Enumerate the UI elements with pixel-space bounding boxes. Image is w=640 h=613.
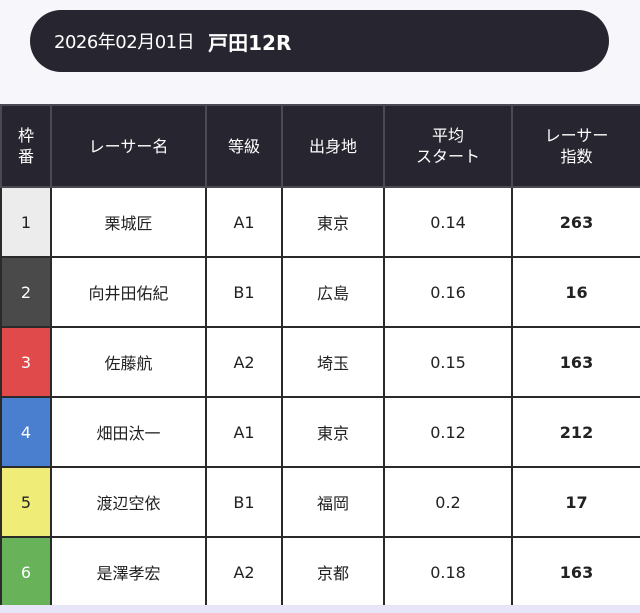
frame-number: 5 bbox=[0, 466, 52, 538]
racer-index: 17 bbox=[511, 466, 640, 538]
racer-index: 212 bbox=[511, 396, 640, 468]
origin: 東京 bbox=[281, 396, 385, 468]
origin: 福岡 bbox=[281, 466, 385, 538]
race-venue: 戸田12R bbox=[208, 30, 292, 55]
racer-name: 畑田汰一 bbox=[50, 396, 207, 468]
header-grade: 等級 bbox=[205, 104, 283, 188]
grade: A1 bbox=[205, 396, 283, 468]
origin: 広島 bbox=[281, 256, 385, 328]
avg-start: 0.14 bbox=[383, 186, 513, 258]
table-header-row: 枠 番レーサー名 等級 出身地 平均 スタート レーサー 指数 bbox=[0, 104, 640, 188]
header-racer-name: レーサー名 bbox=[50, 104, 207, 188]
avg-start: 0.12 bbox=[383, 396, 513, 468]
avg-start: 0.2 bbox=[383, 466, 513, 538]
avg-start: 0.15 bbox=[383, 326, 513, 398]
grade: A2 bbox=[205, 536, 283, 608]
origin: 埼玉 bbox=[281, 326, 385, 398]
table-row: 4 畑田汰一 A1 東京 0.12 212 bbox=[0, 396, 640, 468]
frame-number: 6 bbox=[0, 536, 52, 608]
avg-start: 0.16 bbox=[383, 256, 513, 328]
racer-index: 16 bbox=[511, 256, 640, 328]
racer-index: 263 bbox=[511, 186, 640, 258]
racer-name: 向井田佑紀 bbox=[50, 256, 207, 328]
header-racer-index: レーサー 指数 bbox=[511, 104, 640, 188]
race-header: 2026年02月01日 戸田12R bbox=[30, 10, 609, 72]
avg-start: 0.18 bbox=[383, 536, 513, 608]
grade: B1 bbox=[205, 256, 283, 328]
header-avg-start: 平均 スタート bbox=[383, 104, 513, 188]
table-row: 1 栗城匠 A1 東京 0.14 263 bbox=[0, 186, 640, 258]
header-origin: 出身地 bbox=[281, 104, 385, 188]
origin: 東京 bbox=[281, 186, 385, 258]
table-row: 2 向井田佑紀 B1 広島 0.16 16 bbox=[0, 256, 640, 328]
table-row: 6 是澤孝宏 A2 京都 0.18 163 bbox=[0, 536, 640, 608]
table-row: 5 渡辺空依 B1 福岡 0.2 17 bbox=[0, 466, 640, 538]
origin: 京都 bbox=[281, 536, 385, 608]
racer-name: 栗城匠 bbox=[50, 186, 207, 258]
frame-number: 3 bbox=[0, 326, 52, 398]
frame-number: 1 bbox=[0, 186, 52, 258]
frame-number: 2 bbox=[0, 256, 52, 328]
racer-index: 163 bbox=[511, 326, 640, 398]
racer-name: 渡辺空依 bbox=[50, 466, 207, 538]
grade: A1 bbox=[205, 186, 283, 258]
grade: A2 bbox=[205, 326, 283, 398]
racer-name: 佐藤航 bbox=[50, 326, 207, 398]
racer-name: 是澤孝宏 bbox=[50, 536, 207, 608]
header-frame: 枠 番 bbox=[0, 104, 52, 188]
racer-index: 163 bbox=[511, 536, 640, 608]
frame-number: 4 bbox=[0, 396, 52, 468]
race-date: 2026年02月01日 bbox=[54, 32, 195, 53]
racer-table: 枠 番レーサー名 等級 出身地 平均 スタート レーサー 指数 1 栗城匠 A1 東京 0.14… bbox=[0, 104, 640, 608]
table-row: 3 佐藤航 A2 埼玉 0.15 163 bbox=[0, 326, 640, 398]
grade: B1 bbox=[205, 466, 283, 538]
page-footer-band bbox=[0, 605, 640, 613]
